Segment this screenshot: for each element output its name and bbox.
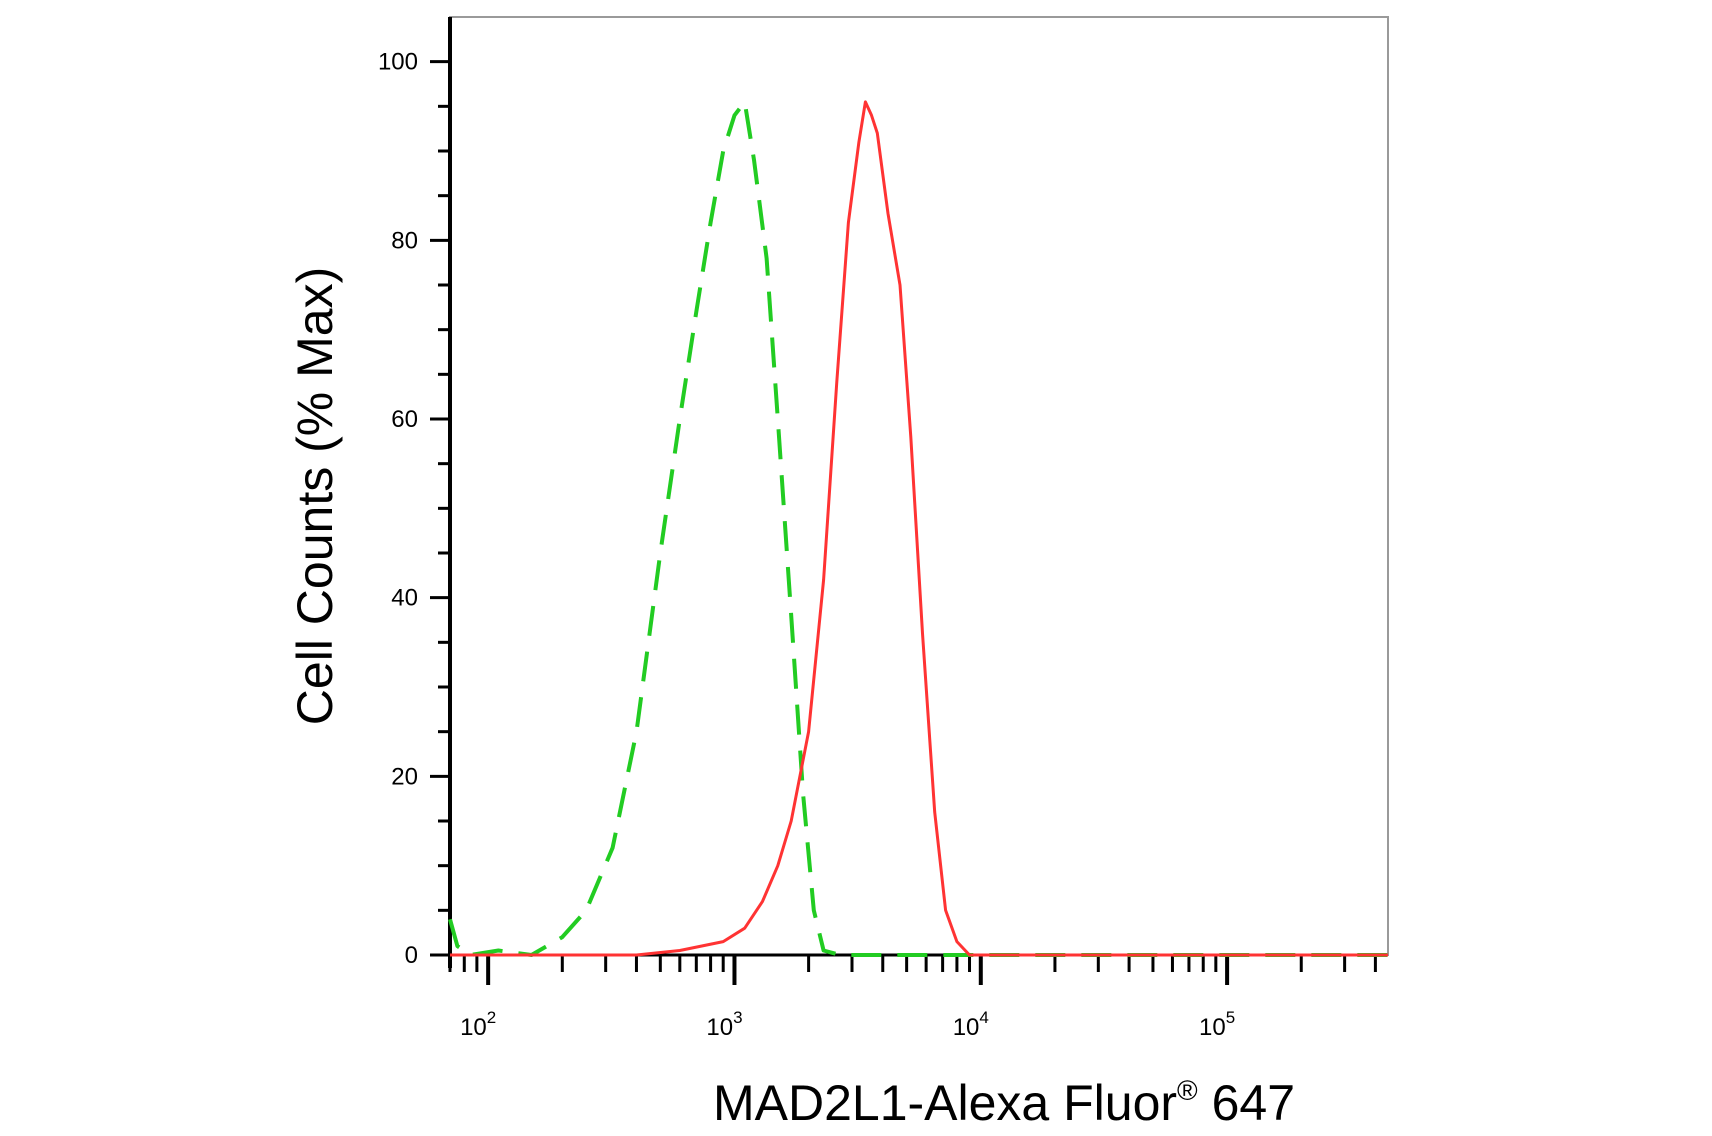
x-tick-label-exponent: 3 [733,1008,742,1027]
y-tick-label: 60 [391,406,418,433]
x-tick-label: 104 [953,1008,989,1041]
x-tick-label-base: 10 [953,1014,980,1041]
y-tick-label: 80 [391,227,418,254]
dashed-green-histogram-line [448,99,1388,957]
x-tick-label-base: 10 [1199,1014,1226,1041]
y-tick-label: 20 [391,763,418,790]
x-tick-label: 105 [1199,1008,1235,1041]
x-tick-label-base: 10 [706,1014,733,1041]
y-tick-label: 0 [405,942,418,969]
y-axis-title: Cell Counts (% Max) [287,267,343,725]
x-tick-label-exponent: 5 [1226,1008,1235,1027]
x-tick-label-exponent: 4 [979,1008,988,1027]
x-tick-label: 102 [460,1008,496,1041]
x-axis-title-registered-mark: ® [1177,1075,1198,1106]
histogram-series [448,99,1388,957]
x-axis-title: MAD2L1-Alexa Fluor® 647 [713,1075,1295,1131]
x-tick-label-base: 10 [460,1014,487,1041]
x-axis-title-main: MAD2L1-Alexa Fluor [713,1075,1177,1131]
plot-frame [449,16,1389,956]
x-axis-title-suffix: 647 [1198,1075,1295,1131]
y-axis-ticks: 0 20 40 60 80 100 [378,49,450,969]
x-tick-label: 103 [706,1008,742,1041]
solid-red-histogram-line [450,100,1388,957]
y-tick-label: 100 [378,49,418,76]
y-tick-label: 40 [391,585,418,612]
x-axis-ticks: 102 103 104 105 [448,955,1377,1041]
x-tick-label-exponent: 2 [487,1008,496,1027]
